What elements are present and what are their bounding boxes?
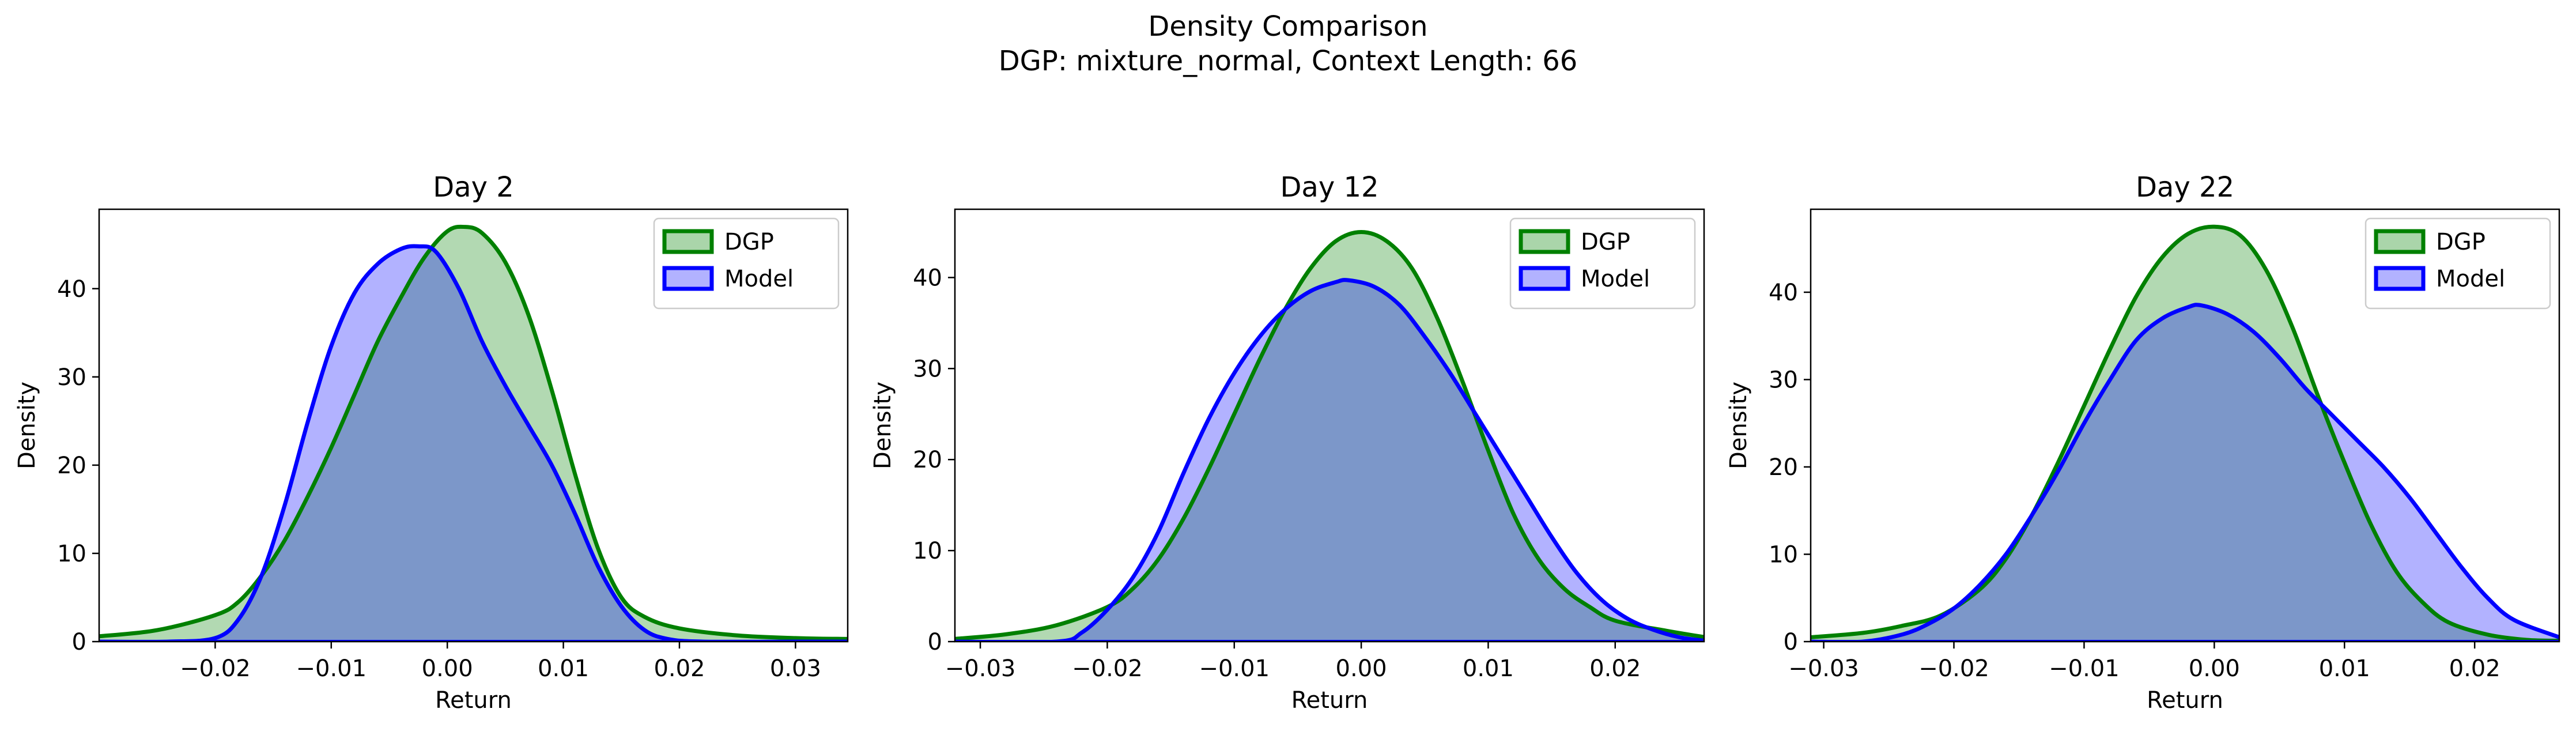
y-tick-label: 0 bbox=[928, 629, 942, 655]
model-density-line bbox=[1811, 303, 2559, 642]
x-tick-label: 0.00 bbox=[1336, 655, 1387, 682]
dgp-density-fill bbox=[1811, 227, 2559, 642]
x-tick-label: −0.02 bbox=[180, 655, 251, 682]
dgp-legend-swatch bbox=[1519, 229, 1570, 254]
dgp-legend-label: DGP bbox=[2436, 229, 2486, 255]
x-tick-label: −0.01 bbox=[2049, 655, 2120, 682]
x-tick-label: 0.01 bbox=[538, 655, 589, 682]
x-tick-label: 0.03 bbox=[770, 655, 821, 682]
model-density-fill bbox=[99, 246, 848, 642]
x-tick-label: −0.01 bbox=[1199, 655, 1270, 682]
axes-frame bbox=[954, 208, 1705, 643]
x-tick-label: 0.02 bbox=[1589, 655, 1641, 682]
model-legend-swatch bbox=[2374, 266, 2426, 291]
model-density-line bbox=[955, 278, 1704, 642]
x-tick-label: 0.02 bbox=[2449, 655, 2501, 682]
dgp-density-line bbox=[1811, 224, 2559, 642]
y-tick-label: 30 bbox=[913, 356, 942, 382]
x-tick-label: −0.01 bbox=[296, 655, 367, 682]
legend: DGP Model bbox=[2365, 217, 2551, 310]
subplot-3: −0.03 −0.02 −0.01 0.00 0.01 0.02 0 10 20 30 40 Day … bbox=[1725, 171, 2560, 714]
model-density-fill bbox=[955, 280, 1704, 642]
subplot-title: Day 12 bbox=[1280, 171, 1378, 203]
subplot-title: Day 2 bbox=[433, 171, 514, 203]
x-axis-label: Return bbox=[2147, 687, 2223, 714]
dgp-legend-label: DGP bbox=[724, 229, 774, 255]
y-tick-label: 40 bbox=[1769, 280, 1798, 306]
y-tick-label: 0 bbox=[72, 629, 86, 655]
x-tick-label: −0.03 bbox=[945, 655, 1016, 682]
subplots: −0.02 −0.01 0.00 0.01 0.02 0.03 0 10 20 30 40 Day 2… bbox=[14, 171, 2560, 714]
y-tick-label: 10 bbox=[913, 538, 942, 564]
figure-title-line1: Density Comparison bbox=[1148, 10, 1427, 43]
model-density-fill bbox=[1811, 304, 2559, 642]
subplot-title: Day 22 bbox=[2136, 171, 2234, 203]
y-tick-label: 30 bbox=[57, 364, 86, 391]
dgp-density-line bbox=[955, 229, 1704, 641]
y-tick-label: 40 bbox=[913, 265, 942, 291]
y-tick-label: 20 bbox=[913, 447, 942, 473]
y-tick-label: 10 bbox=[1769, 541, 1798, 568]
legend: DGP Model bbox=[1509, 217, 1696, 310]
y-axis-label: Density bbox=[1725, 382, 1752, 469]
y-tick-label: 20 bbox=[57, 453, 86, 479]
plot-area bbox=[99, 224, 848, 642]
axes-frame bbox=[1810, 208, 2560, 643]
x-tick-label: −0.03 bbox=[1788, 655, 1859, 682]
figure-title-line2: DGP: mixture_normal, Context Length: 66 bbox=[999, 45, 1578, 77]
y-tick-label: 10 bbox=[57, 541, 86, 567]
x-tick-label: −0.02 bbox=[1072, 655, 1143, 682]
model-legend-label: Model bbox=[2436, 266, 2505, 292]
x-tick-label: 0.01 bbox=[1463, 655, 1514, 682]
y-tick-label: 40 bbox=[57, 276, 86, 303]
dgp-legend-label: DGP bbox=[1581, 229, 1630, 255]
y-axis-label: Density bbox=[870, 382, 896, 469]
x-tick-label: 0.00 bbox=[2189, 655, 2240, 682]
legend: DGP Model bbox=[653, 217, 840, 310]
y-tick-label: 30 bbox=[1769, 367, 1798, 393]
model-legend-swatch bbox=[1519, 266, 1570, 291]
dgp-density-line bbox=[99, 224, 848, 641]
x-axis-label: Return bbox=[435, 687, 512, 714]
dgp-density-fill bbox=[955, 232, 1704, 642]
dgp-legend-swatch bbox=[662, 229, 714, 254]
model-density-line bbox=[99, 244, 848, 642]
plot-area bbox=[955, 229, 1704, 642]
plot-area bbox=[1811, 224, 2559, 642]
model-legend-label: Model bbox=[1581, 266, 1650, 292]
model-legend-swatch bbox=[662, 266, 714, 291]
y-tick-label: 0 bbox=[1784, 629, 1798, 655]
x-axis-label: Return bbox=[1291, 687, 1368, 714]
y-axis-label: Density bbox=[14, 382, 40, 469]
axes-frame bbox=[98, 208, 849, 643]
x-tick-label: 0.02 bbox=[654, 655, 705, 682]
x-tick-label: 0.01 bbox=[2319, 655, 2370, 682]
subplot-2: −0.03 −0.02 −0.01 0.00 0.01 0.02 0 10 20 30 40 Day … bbox=[870, 171, 1705, 714]
x-tick-label: 0.00 bbox=[422, 655, 473, 682]
dgp-legend-swatch bbox=[2374, 229, 2426, 254]
model-legend-label: Model bbox=[724, 266, 794, 292]
subplot-1: −0.02 −0.01 0.00 0.01 0.02 0.03 0 10 20 30 40 Day 2… bbox=[14, 171, 849, 714]
x-tick-label: −0.02 bbox=[1918, 655, 1989, 682]
y-tick-label: 20 bbox=[1769, 454, 1798, 481]
